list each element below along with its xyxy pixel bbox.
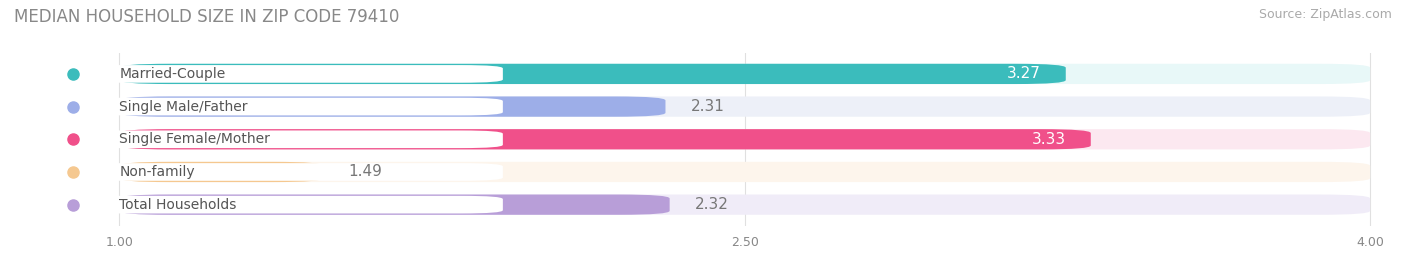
Text: 2.31: 2.31 — [690, 99, 724, 114]
FancyBboxPatch shape — [44, 196, 503, 214]
Text: 1.49: 1.49 — [349, 164, 382, 179]
FancyBboxPatch shape — [120, 194, 1371, 215]
FancyBboxPatch shape — [120, 129, 1091, 149]
Text: 2.32: 2.32 — [695, 197, 728, 212]
FancyBboxPatch shape — [44, 98, 503, 115]
FancyBboxPatch shape — [120, 64, 1066, 84]
Text: Single Male/Father: Single Male/Father — [120, 100, 247, 114]
FancyBboxPatch shape — [120, 97, 665, 117]
FancyBboxPatch shape — [120, 162, 323, 182]
Text: 3.33: 3.33 — [1032, 132, 1066, 147]
Text: Total Households: Total Households — [120, 198, 236, 212]
FancyBboxPatch shape — [120, 194, 669, 215]
Text: Source: ZipAtlas.com: Source: ZipAtlas.com — [1258, 8, 1392, 21]
FancyBboxPatch shape — [120, 97, 1371, 117]
Text: Single Female/Mother: Single Female/Mother — [120, 132, 270, 146]
Text: MEDIAN HOUSEHOLD SIZE IN ZIP CODE 79410: MEDIAN HOUSEHOLD SIZE IN ZIP CODE 79410 — [14, 8, 399, 26]
FancyBboxPatch shape — [44, 130, 503, 148]
FancyBboxPatch shape — [44, 163, 503, 181]
FancyBboxPatch shape — [120, 64, 1371, 84]
Text: 3.27: 3.27 — [1007, 66, 1040, 82]
FancyBboxPatch shape — [120, 162, 1371, 182]
FancyBboxPatch shape — [44, 65, 503, 83]
Text: Married-Couple: Married-Couple — [120, 67, 225, 81]
Text: Non-family: Non-family — [120, 165, 195, 179]
FancyBboxPatch shape — [120, 129, 1371, 149]
